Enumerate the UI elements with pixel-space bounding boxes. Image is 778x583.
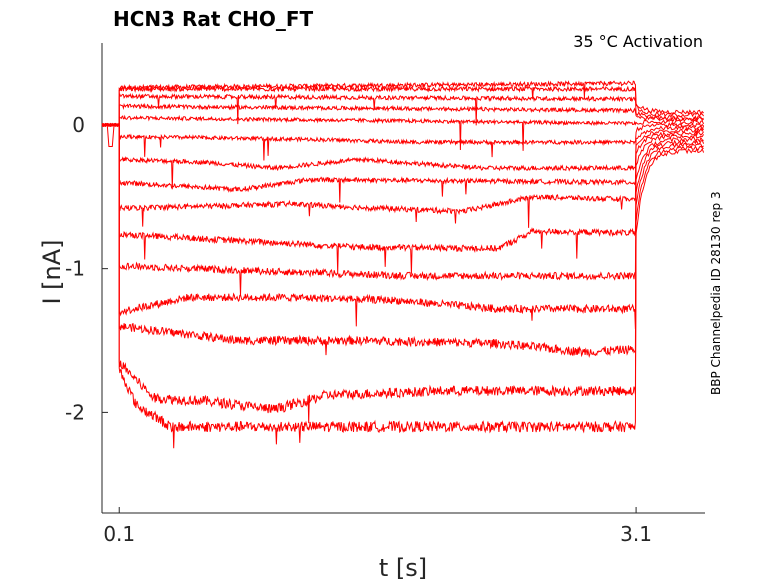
series-line-2 xyxy=(101,85,705,127)
series-line-5 xyxy=(101,114,705,151)
plot-area: 0.1 3.1 0 -1 -2 xyxy=(65,43,705,546)
series-line-6 xyxy=(101,122,704,161)
series-line-15 xyxy=(101,122,705,449)
y-axis-label: I [nA] xyxy=(38,239,66,304)
x-axis-label: t [s] xyxy=(379,554,427,582)
series-line-1 xyxy=(101,80,704,127)
x-tick-label: 3.1 xyxy=(620,522,652,546)
chart-annotation: 35 °C Activation xyxy=(573,32,703,51)
y-tick-label: -2 xyxy=(65,400,85,424)
series-line-14 xyxy=(101,122,704,424)
series-line-4 xyxy=(101,102,704,127)
series-line-12 xyxy=(101,122,705,330)
series-line-7 xyxy=(101,123,705,190)
series-line-11 xyxy=(101,122,704,296)
series-line-3 xyxy=(101,92,704,127)
series-line-10 xyxy=(101,123,705,274)
side-label: BBP Channelpedia ID 28130 rep 3 xyxy=(709,191,723,395)
x-tick-label: 0.1 xyxy=(103,522,135,546)
y-tick-label: -1 xyxy=(65,257,85,281)
chart-title: HCN3 Rat CHO_FT xyxy=(113,7,314,31)
series-line-13 xyxy=(101,122,704,359)
series-line-9 xyxy=(101,122,705,228)
y-tick-label: 0 xyxy=(72,113,85,137)
series-line-8 xyxy=(101,123,705,203)
